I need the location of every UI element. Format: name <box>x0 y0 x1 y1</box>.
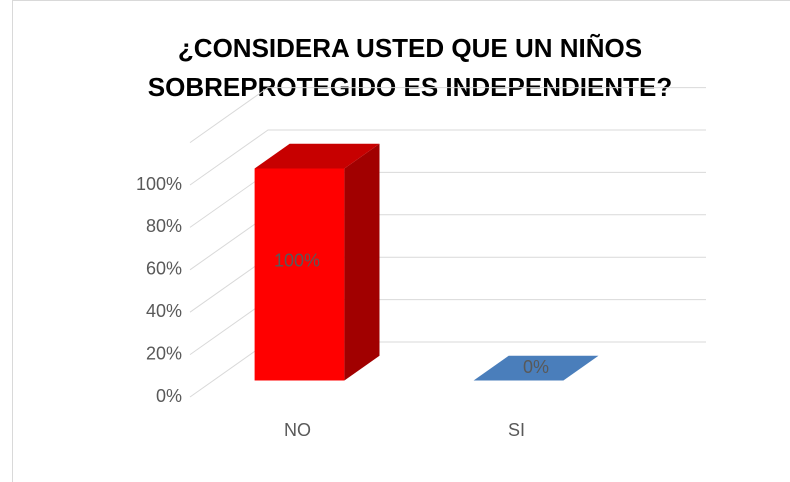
chart-title: SOBREPROTEGIDO ES INDEPENDIENTE? <box>148 72 672 102</box>
x-tick-label: NO <box>284 420 311 440</box>
bar-top <box>254 143 380 169</box>
bar-side <box>344 143 380 381</box>
y-tick-label: 100% <box>136 174 182 194</box>
data-label: 100% <box>274 250 320 270</box>
data-label: 0% <box>523 357 549 377</box>
y-tick-label: 60% <box>146 259 182 279</box>
y-tick-label: 20% <box>146 343 182 363</box>
y-tick-label: 40% <box>146 301 182 321</box>
chart-border <box>12 0 790 482</box>
grid-line <box>189 129 706 186</box>
bar-front <box>254 168 345 381</box>
bar-top <box>473 355 599 381</box>
grid-line <box>189 87 706 144</box>
y-tick-label: 0% <box>156 386 182 406</box>
y-tick-label: 80% <box>146 216 182 236</box>
chart-title: ¿CONSIDERA USTED QUE UN NIÑOS <box>178 33 642 63</box>
x-tick-label: SI <box>508 420 525 440</box>
